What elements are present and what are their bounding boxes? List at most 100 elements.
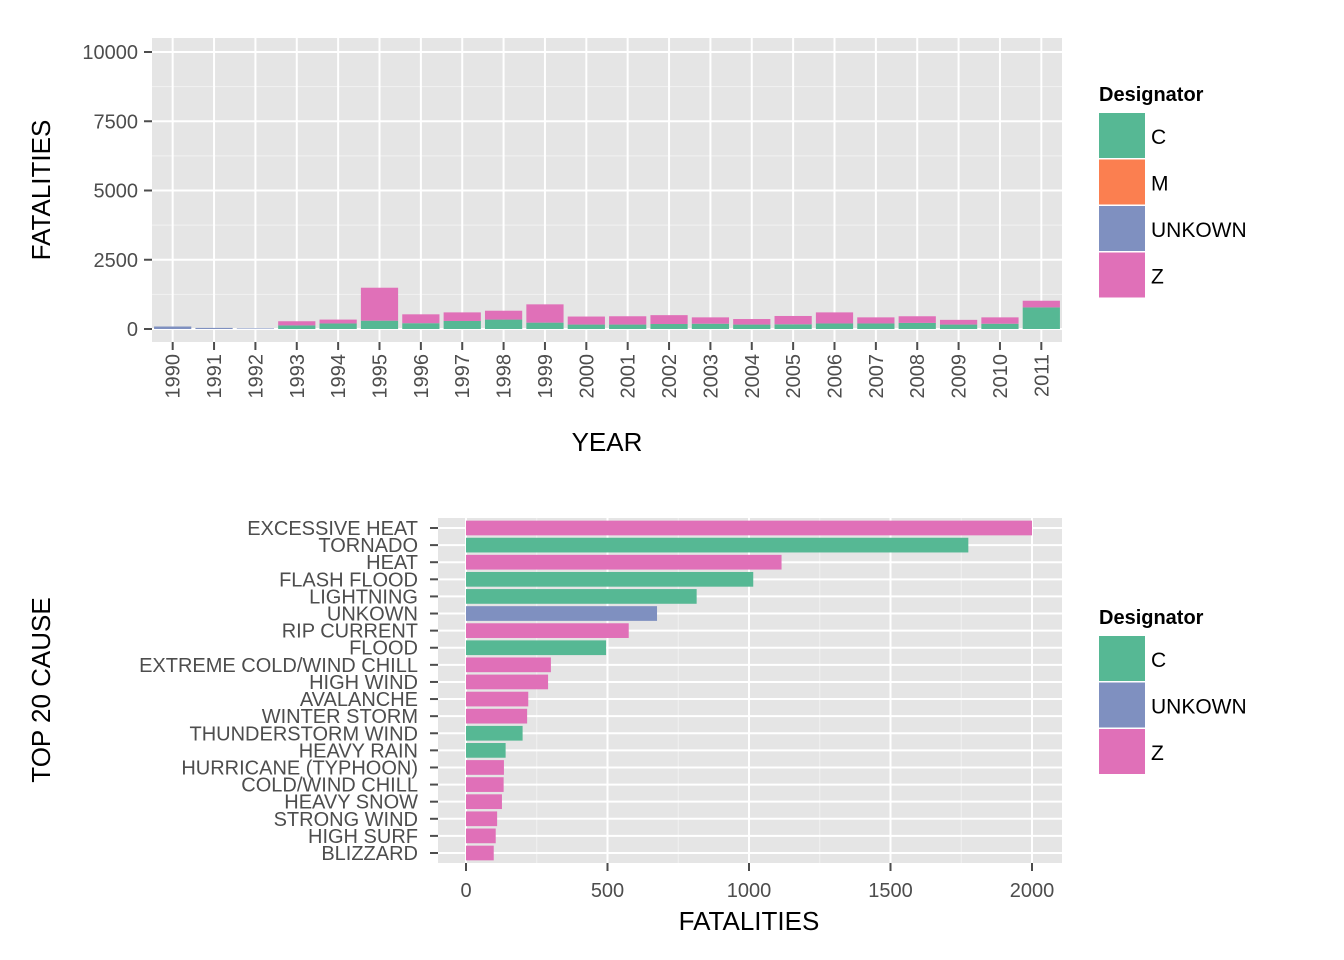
top-x-tick-label: 1993 [287,354,309,399]
top-y-tick-label: 5000 [94,181,139,203]
legend-label-z: Z [1151,742,1164,765]
bar-1990-unkown [154,326,192,329]
bar-heat [466,554,782,570]
bar-1997-z [443,312,481,321]
bar-extreme-cold-wind-chill [466,657,551,673]
top-x-tick-label: 1992 [245,354,267,399]
bar-flash-flood [466,571,754,587]
bar-hurricane-typhoon [466,760,504,775]
bottom-y-tick-label: BLIZZARD [321,843,418,865]
bar-cold-wind-chill [466,777,504,792]
bar-high-wind [466,674,549,690]
bar-1998-z [484,310,523,320]
bottom-y-tick-label: AVALANCHE [300,689,418,711]
bottom-y-tick-label: HEAVY RAIN [299,740,418,762]
top-x-tick-label: 1990 [163,354,185,399]
bar-1999-z [526,304,564,323]
bottom-y-tick-label: RIP CURRENT [282,621,418,643]
bar-2003-z [691,317,730,324]
bar-2001-c [609,324,647,329]
bottom-x-axis: 0 500 1000 1500 2000 [460,863,1054,902]
legend-key-m [1099,159,1145,205]
bar-rip-current [466,623,629,638]
bar-2005-c [774,324,812,329]
top-bars [154,287,1060,329]
bar-1992-unkown [236,328,275,329]
top-x-tick-label: 2011 [1031,354,1053,397]
top-y-tick-label: 7500 [94,111,139,133]
top-gridlines [152,38,1062,342]
bar-lightning [466,589,697,604]
top-x-tick-label: 1998 [494,354,516,399]
bar-heavy-snow [466,794,502,810]
legend-label-unkown: UNKOWN [1151,219,1247,242]
top-x-tick-label: 1996 [411,354,433,399]
top-x-tick-label: 1999 [535,354,557,399]
legend-key-unkown [1099,206,1145,251]
top-x-tick-label: 2009 [949,354,971,399]
bar-2000-c [567,324,605,329]
top-x-tick-label: 2010 [990,354,1012,399]
legend-key-c [1099,636,1145,681]
bar-1995-z [360,287,399,321]
top-x-tick-label: 2004 [742,354,764,399]
top-x-tick-label: 2007 [866,354,888,399]
bar-flood [466,640,607,656]
bar-1996-c [402,323,440,329]
top-x-tick-label: 2006 [825,354,847,399]
top-x-tick-label: 1997 [452,354,474,399]
bottom-y-tick-label: LIGHTNING [309,586,418,608]
top-y-tick-label: 0 [127,319,138,341]
bar-1995-c [360,320,399,329]
bottom-y-tick-label: THUNDERSTORM WIND [189,723,418,745]
bottom-legend: Designator C UNKOWN Z [1099,607,1247,774]
bar-tornado [466,537,969,553]
bar-2009-z [939,319,978,325]
top-legend: Designator C M UNKOWN Z [1099,84,1247,298]
bar-2002-z [650,315,688,325]
bar-1994-c [319,323,357,329]
bottom-x-tick-label: 1500 [868,880,913,902]
top-x-axis-title: YEAR [572,427,643,457]
legend-label-c: C [1151,126,1166,149]
bar-1993-z [278,321,316,326]
bar-1998-c [484,319,523,329]
bar-2006-c [815,323,854,329]
bar-high-surf [466,828,496,844]
bar-1997-c [443,320,481,329]
bar-1994-z [319,319,357,324]
bar-2002-c [650,324,688,329]
top-x-tick-label: 2002 [659,354,681,399]
bottom-legend-title: Designator [1099,607,1204,629]
bottom-x-tick-label: 2000 [1010,880,1055,902]
bar-2010-z [981,317,1019,324]
bar-winter-storm [466,708,528,724]
bar-2011-z [1022,300,1060,308]
top-y-axis: 0 2500 5000 7500 10000 [82,42,152,341]
legend-key-z [1099,252,1145,298]
bar-2009-c [939,324,978,329]
bottom-y-tick-label: HIGH SURF [308,826,418,848]
bottom-x-tick-label: 0 [460,880,471,902]
bar-1991-unkown [195,327,233,329]
bar-excessive-heat [466,520,1032,536]
bottom-y-tick-label: FLASH FLOOD [279,569,418,591]
bottom-bars [466,520,1032,861]
bar-2003-c [691,323,730,329]
top-x-tick-label: 2000 [576,354,598,399]
bar-2011-c [1022,307,1060,329]
bar-1996-z [402,314,440,324]
bottom-y-tick-label: FLOOD [349,638,418,660]
legend-key-unkown [1099,682,1145,728]
bottom-y-tick-label: HIGH WIND [309,672,418,694]
bar-2000-z [567,316,605,325]
legend-label-z: Z [1151,266,1164,289]
legend-label-unkown: UNKOWN [1151,696,1247,719]
bar-1993-c [278,325,316,329]
bottom-y-tick-label: EXCESSIVE HEAT [247,518,418,540]
bottom-x-axis-title: FATALITIES [679,906,820,936]
legend-label-m: M [1151,173,1169,196]
